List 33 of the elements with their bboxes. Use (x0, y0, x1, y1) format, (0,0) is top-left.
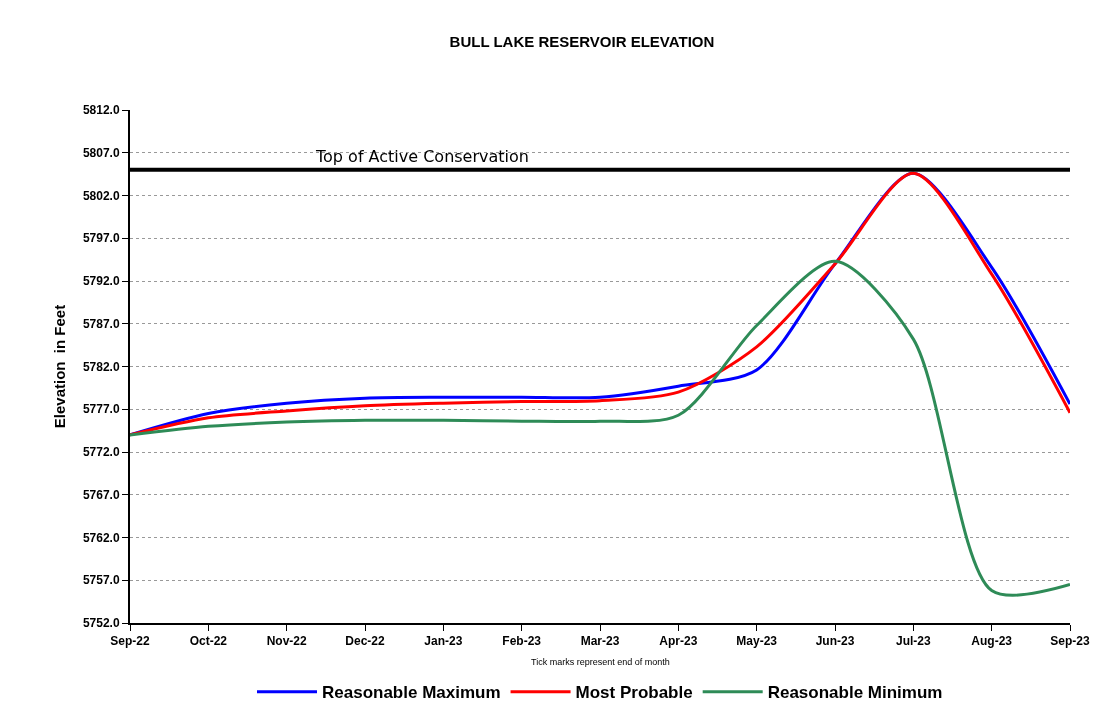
legend-label: Reasonable Minimum (767, 683, 943, 703)
y-tick-label: 5757.0 (82, 573, 120, 588)
x-tick-label: Nov-22 (266, 634, 307, 649)
x-tick-label: Jun-23 (815, 634, 855, 649)
y-tick-label: 5802.0 (82, 188, 120, 203)
y-tick-label: 5777.0 (82, 402, 120, 417)
y-tick-label: 5812.0 (82, 103, 120, 118)
y-tick-label: 5787.0 (82, 316, 120, 331)
y-tick-label: 5752.0 (82, 616, 120, 631)
x-tick-label: Feb-23 (502, 634, 542, 649)
y-tick-label: 5772.0 (82, 445, 120, 460)
y-tick-label: 5807.0 (82, 145, 120, 160)
legend-label: Most Probable (575, 683, 693, 703)
chart-title: BULL LAKE RESERVOIR ELEVATION (449, 32, 715, 50)
x-tick-label: Sep-23 (1050, 634, 1090, 649)
x-tick-label: Dec-22 (345, 634, 385, 649)
y-tick-label: 5792.0 (82, 274, 120, 289)
text: Tick marks represent end of month (531, 657, 670, 667)
x-tick-label: Jul-23 (895, 634, 931, 649)
x-tick-label: Jan-23 (424, 634, 463, 649)
y-tick-label: 5782.0 (82, 359, 120, 374)
x-tick-label: Aug-23 (971, 634, 1013, 649)
legend-label: Reasonable Maximum (322, 683, 501, 703)
x-tick-label: Sep-22 (110, 634, 150, 649)
y-axis-title: Elevation in Feet (50, 304, 68, 429)
x-tick-label: Mar-23 (580, 634, 620, 649)
ref-line-label: Top of Active Conservation (315, 147, 529, 166)
y-tick-label: 5797.0 (82, 231, 120, 246)
y-tick-label: 5767.0 (82, 487, 120, 502)
x-tick-label: May-23 (736, 634, 778, 649)
y-tick-label: 5762.0 (82, 530, 120, 545)
x-tick-label: Apr-23 (659, 634, 698, 649)
x-tick-label: Oct-22 (189, 634, 228, 649)
